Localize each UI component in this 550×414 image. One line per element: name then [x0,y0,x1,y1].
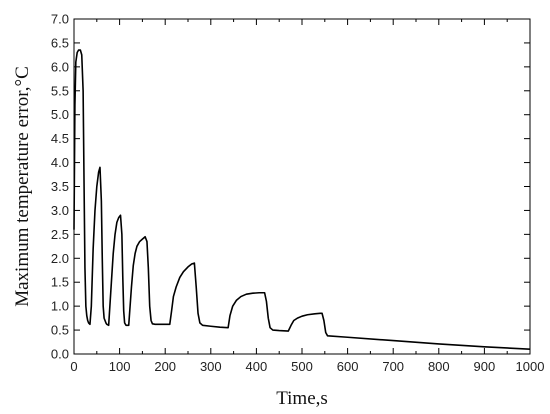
y-tick-label: 4.0 [51,155,69,170]
y-tick-label: 3.5 [51,179,69,194]
x-tick-label: 300 [200,359,222,374]
y-tick-label: 0.5 [51,323,69,338]
plot-frame [73,18,531,355]
ticks-layer [73,18,531,355]
x-axis-title: Time,s [276,388,328,409]
y-tick-label: 5.0 [51,107,69,122]
y-tick-label: 2.5 [51,227,69,242]
y-tick-label: 3.0 [51,203,69,218]
tick-labels-layer: 0 100 200 300 400 500 600 700 800 900 1000 0.0 0.5 1.… [51,12,545,375]
series-line [73,49,531,351]
x-tick-label: 600 [337,359,359,374]
x-tick-label: 400 [246,359,268,374]
x-tick-label: 900 [474,359,496,374]
x-tick-label: 0 [70,359,77,374]
y-tick-label: 6.0 [51,59,69,74]
x-tick-label: 500 [291,359,313,374]
y-axis-title: Maximum temperature error,°C [12,66,33,307]
y-tick-label: 5.5 [51,83,69,98]
y-tick-label: 2.0 [51,251,69,266]
x-tick-label: 200 [154,359,176,374]
x-tick-label: 100 [109,359,131,374]
x-tick-label: 700 [382,359,404,374]
y-tick-label: 7.0 [51,12,69,27]
x-tick-label: 800 [428,359,450,374]
y-tick-label: 4.5 [51,131,69,146]
y-tick-label: 6.5 [51,35,69,50]
y-tick-label: 1.5 [51,275,69,290]
x-tick-label: 1000 [516,359,545,374]
y-tick-label: 0.0 [51,347,69,362]
y-tick-label: 1.0 [51,299,69,314]
